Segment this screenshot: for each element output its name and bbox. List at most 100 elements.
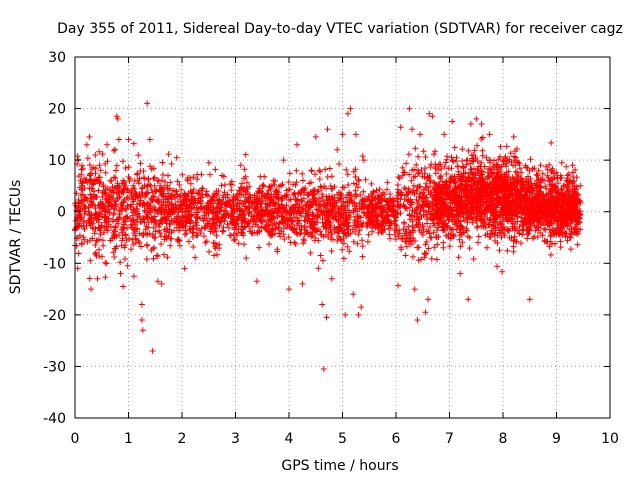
data-point — [520, 217, 527, 224]
data-point — [572, 189, 579, 195]
data-point — [218, 182, 225, 189]
data-point — [199, 205, 206, 212]
data-point — [504, 247, 511, 254]
data-point — [539, 170, 546, 177]
data-point — [526, 227, 533, 234]
data-point — [123, 205, 130, 212]
data-point — [89, 185, 96, 192]
data-point — [510, 243, 517, 250]
data-point — [375, 192, 382, 199]
data-point — [554, 207, 561, 214]
data-point — [231, 236, 238, 243]
y-tick-label: -40 — [43, 411, 66, 427]
data-point — [558, 159, 565, 166]
data-point — [122, 165, 129, 171]
data-point — [311, 237, 318, 244]
data-point — [504, 216, 511, 223]
data-point — [179, 223, 186, 230]
data-point — [120, 199, 127, 206]
data-point — [437, 175, 444, 182]
data-point — [394, 211, 401, 218]
data-point — [434, 241, 441, 248]
data-point — [548, 190, 555, 197]
data-point — [258, 224, 265, 231]
data-point — [475, 239, 481, 246]
data-point — [278, 219, 285, 226]
data-point — [104, 209, 111, 216]
data-point — [90, 220, 97, 227]
data-point — [304, 218, 311, 224]
data-point — [352, 166, 359, 173]
data-point — [426, 110, 433, 117]
data-point — [549, 176, 556, 183]
data-point — [190, 244, 197, 250]
data-point — [421, 173, 428, 180]
data-point — [559, 186, 565, 193]
data-point — [211, 252, 218, 259]
data-point — [549, 165, 556, 172]
data-point — [398, 246, 405, 253]
data-point — [439, 227, 446, 234]
data-point — [519, 231, 526, 238]
data-point — [222, 214, 229, 221]
data-point — [471, 175, 478, 182]
data-point — [553, 187, 560, 193]
data-point — [196, 191, 203, 197]
data-point — [405, 223, 412, 230]
data-point — [145, 224, 152, 231]
data-point — [440, 244, 447, 251]
data-point — [416, 227, 423, 234]
data-point — [282, 218, 289, 225]
data-point — [242, 215, 249, 222]
data-point — [152, 218, 159, 225]
data-point — [99, 253, 105, 260]
data-point — [187, 180, 194, 187]
data-point — [467, 121, 474, 127]
data-point — [263, 204, 270, 210]
data-point — [95, 219, 102, 226]
data-point — [433, 256, 440, 263]
data-point — [425, 204, 432, 211]
data-point — [351, 217, 358, 224]
data-point — [139, 184, 146, 191]
data-point — [436, 181, 443, 188]
data-point — [205, 159, 212, 166]
x-tick-label: 4 — [285, 431, 294, 447]
data-point — [474, 166, 481, 173]
data-point — [158, 241, 164, 247]
data-point — [210, 239, 217, 246]
data-point — [150, 175, 157, 182]
data-point — [545, 191, 552, 198]
data-point — [551, 182, 558, 189]
data-point — [403, 192, 410, 199]
data-point — [506, 234, 513, 241]
data-point — [247, 228, 253, 235]
data-point — [198, 205, 205, 212]
data-point — [473, 196, 480, 203]
data-point — [117, 259, 124, 266]
data-point — [499, 220, 505, 227]
data-point — [92, 209, 99, 216]
data-point — [449, 118, 456, 125]
data-point — [127, 203, 134, 210]
data-point — [478, 185, 485, 192]
data-point — [513, 193, 520, 200]
data-point — [96, 225, 103, 232]
data-point — [532, 209, 539, 216]
data-point — [92, 251, 99, 257]
data-point — [88, 286, 94, 293]
data-point — [263, 226, 270, 233]
data-point — [427, 164, 434, 170]
data-point — [100, 242, 107, 249]
data-point — [314, 213, 321, 220]
data-point — [365, 204, 372, 211]
data-point — [294, 141, 300, 148]
data-point — [340, 200, 347, 207]
data-point — [546, 243, 553, 250]
data-point — [573, 183, 580, 190]
data-point — [107, 177, 114, 184]
data-point — [417, 191, 424, 197]
data-point — [438, 165, 445, 172]
data-point — [508, 211, 515, 218]
data-point — [232, 222, 239, 229]
